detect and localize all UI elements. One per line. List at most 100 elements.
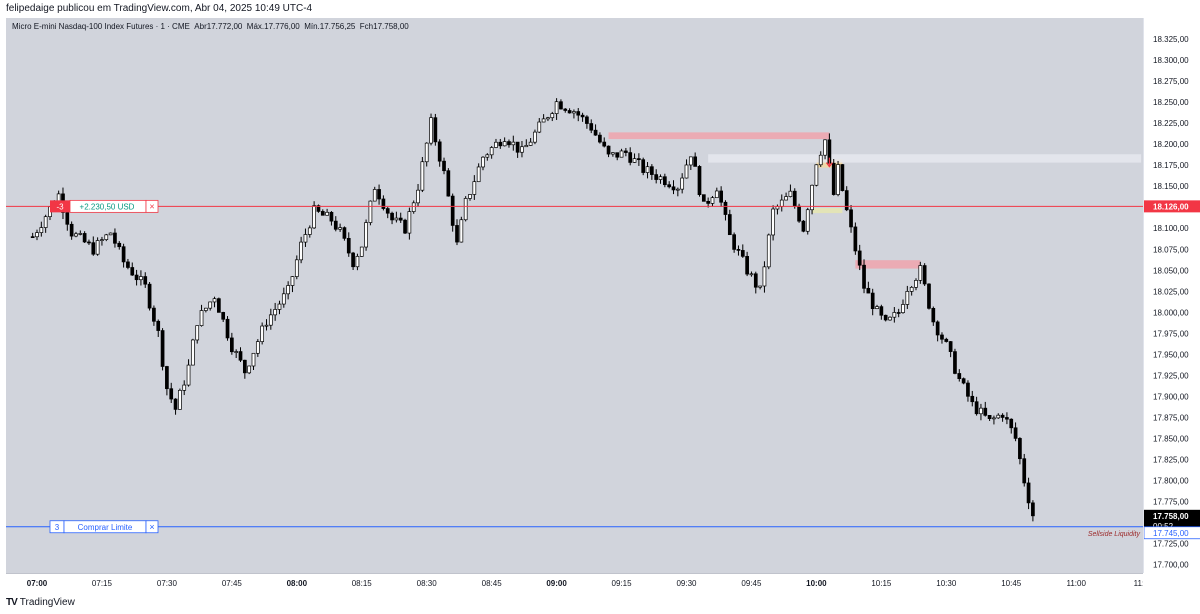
price-axis-svg[interactable]: 18.325,00 18.300,00 18.275,00 18.250,00 18.2… <box>1143 18 1200 573</box>
price-tick-label: 18.025,00 <box>1153 287 1189 296</box>
candle <box>273 309 277 316</box>
candle <box>550 113 555 119</box>
candle <box>533 131 537 143</box>
price-tick-label: 17.800,00 <box>1153 477 1189 486</box>
candle <box>585 116 589 124</box>
chart-area[interactable]: -3 +2.230,50 USD × 3 Comprar Limite × Sellside… <box>6 18 1143 573</box>
candle <box>234 351 239 353</box>
price-tick-label: 18.300,00 <box>1153 56 1189 65</box>
candle <box>260 325 265 342</box>
close-icon[interactable]: × <box>149 201 154 211</box>
candle <box>784 196 788 201</box>
candle <box>450 195 455 226</box>
candle <box>1018 438 1022 460</box>
candle <box>758 285 762 288</box>
candle <box>671 186 676 191</box>
candle <box>108 232 113 236</box>
candle <box>779 199 784 207</box>
candle <box>788 190 793 197</box>
position-tag[interactable]: -3 +2.230,50 USD × <box>50 199 159 213</box>
candle <box>740 250 745 257</box>
candle <box>139 276 143 281</box>
candle <box>299 241 303 261</box>
time-tick-label: 10:15 <box>871 579 892 588</box>
footer: TV TradingView <box>0 593 1200 614</box>
candle <box>762 266 767 287</box>
candle <box>303 234 308 243</box>
candle <box>498 141 503 147</box>
candle <box>329 211 334 222</box>
candle <box>1022 458 1027 484</box>
price-axis[interactable]: 18.325,00 18.300,00 18.275,00 18.250,00 18.2… <box>1143 18 1200 573</box>
price-tick-label: 17.925,00 <box>1153 371 1189 380</box>
candle <box>857 250 862 266</box>
price-tick-label: 18.075,00 <box>1153 245 1189 254</box>
time-tick-label: 07:15 <box>92 579 113 588</box>
candle <box>39 227 44 233</box>
time-tick-label: 09:30 <box>676 579 697 588</box>
legend-high-label: Máx. <box>246 22 265 31</box>
position-price-marker <box>1144 200 1200 213</box>
candle <box>723 201 728 215</box>
position-close-button[interactable] <box>145 199 159 213</box>
candle <box>130 267 135 276</box>
candle <box>420 161 425 191</box>
candle <box>983 407 988 416</box>
candle <box>502 141 507 147</box>
candle <box>411 202 416 212</box>
price-tick-label: 17.975,00 <box>1153 329 1189 338</box>
candle <box>901 304 905 314</box>
candle <box>957 373 962 380</box>
last-price-label: 17.758,00 <box>1153 512 1189 521</box>
symbol-legend: Micro E-mini Nasdaq-100 Index Futures · … <box>12 22 409 31</box>
candle <box>100 239 104 241</box>
candle <box>619 150 624 158</box>
candle <box>628 152 633 163</box>
candle <box>286 285 290 295</box>
candle <box>771 208 775 236</box>
price-tick-label: 18.200,00 <box>1153 140 1189 149</box>
close-icon[interactable]: × <box>149 522 154 532</box>
candle <box>1013 427 1018 439</box>
candle <box>368 200 373 223</box>
candle <box>338 227 342 230</box>
candle <box>593 129 598 136</box>
candle <box>650 166 654 175</box>
candle <box>749 273 754 276</box>
candle <box>1005 417 1009 420</box>
price-tick-label: 17.875,00 <box>1153 413 1189 422</box>
candle <box>312 205 316 229</box>
candle <box>433 117 438 143</box>
candle <box>654 174 659 180</box>
candle <box>407 211 412 234</box>
candle <box>1000 414 1005 418</box>
time-axis[interactable]: 07:00 07:15 07:30 07:45 08:00 08:15 08:30 08:45… <box>6 573 1149 594</box>
candle <box>992 417 996 420</box>
candle <box>732 234 736 250</box>
last-price-countdown: 00:52 <box>1153 522 1174 531</box>
candle <box>675 188 680 191</box>
order-qty: 3 <box>55 523 60 532</box>
candle <box>693 156 698 167</box>
candle <box>862 264 866 289</box>
candle <box>541 118 546 123</box>
candle <box>909 286 914 292</box>
candle <box>554 101 559 114</box>
candle <box>385 208 390 214</box>
order-price-label: 17.745,00 <box>1153 529 1189 538</box>
candle <box>797 205 801 222</box>
price-tick-label: 17.825,00 <box>1153 455 1189 464</box>
candle <box>745 256 749 275</box>
candle <box>1031 502 1035 517</box>
order-tag[interactable]: 3 Comprar Limite × <box>49 520 159 534</box>
order-label: Comprar Limite <box>78 523 133 532</box>
candle <box>381 198 386 209</box>
brand-name: TradingView <box>19 597 75 608</box>
order-cancel-button[interactable] <box>145 520 159 534</box>
time-axis-svg[interactable]: 07:00 07:15 07:30 07:45 08:00 08:15 08:30 08:45… <box>6 574 1149 594</box>
sellside-liquidity-label: Sellside Liquidity <box>1088 531 1141 538</box>
chart-plot[interactable]: -3 +2.230,50 USD × 3 Comprar Limite × Sellside… <box>6 18 1143 573</box>
candle <box>424 142 429 163</box>
candle <box>463 198 468 221</box>
candle <box>277 303 282 310</box>
